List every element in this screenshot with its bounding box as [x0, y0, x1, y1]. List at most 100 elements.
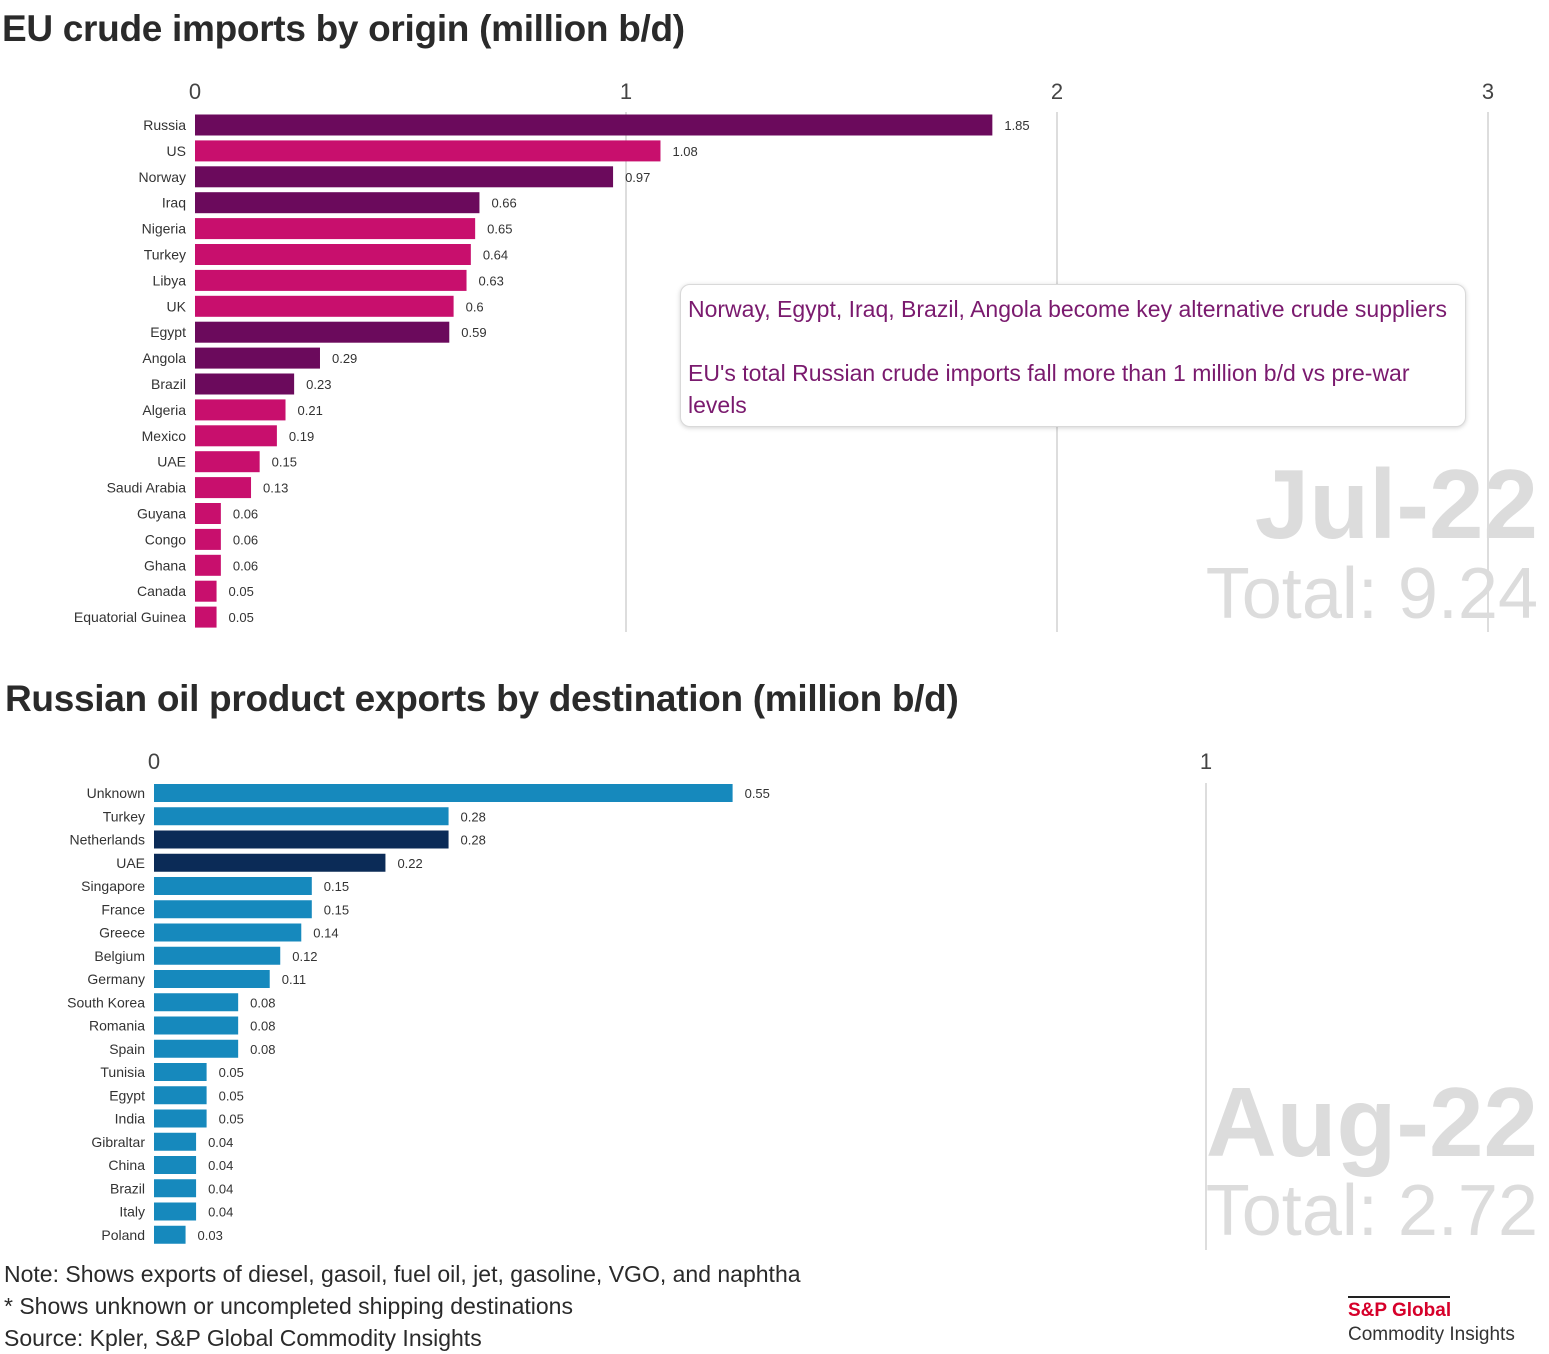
- bar: [154, 784, 733, 802]
- value-label: 0.05: [219, 1088, 244, 1103]
- bar: [154, 993, 239, 1012]
- category-label: Spain: [109, 1041, 145, 1057]
- bar: [195, 554, 221, 576]
- category-label: Turkey: [144, 247, 186, 263]
- category-label: Romania: [89, 1018, 145, 1034]
- bar: [195, 321, 450, 343]
- bar: [154, 1039, 239, 1058]
- footer-source: Source: Kpler, S&P Global Commodity Insi…: [4, 1325, 482, 1351]
- value-label: 0.19: [289, 429, 314, 444]
- bar: [195, 425, 277, 447]
- bar: [195, 269, 467, 291]
- footer-asterisk-note: * Shows unknown or uncompleted shipping …: [4, 1293, 573, 1319]
- value-label: 0.97: [625, 170, 650, 185]
- value-label: 0.06: [233, 558, 258, 573]
- category-label: Nigeria: [142, 221, 187, 237]
- x-tick-label: 2: [1051, 79, 1063, 104]
- bar: [154, 946, 281, 965]
- category-label: Algeria: [142, 402, 186, 418]
- bar: [154, 1156, 197, 1174]
- value-label: 1.08: [672, 144, 697, 159]
- value-label: 0.14: [313, 926, 338, 941]
- period-label: Aug-22: [1206, 1067, 1538, 1177]
- value-label: 0.29: [332, 351, 357, 366]
- footer-notes: Note: Shows exports of diesel, gasoil, f…: [4, 1258, 801, 1354]
- bar: [154, 923, 302, 942]
- value-label: 0.05: [229, 584, 254, 599]
- total-label: Total: 2.72: [1206, 1171, 1538, 1251]
- x-tick-label: 1: [1200, 749, 1212, 774]
- bar: [195, 399, 286, 421]
- bar: [154, 900, 312, 919]
- category-label: Poland: [101, 1227, 145, 1243]
- bar: [195, 606, 217, 628]
- bar: [154, 1202, 197, 1221]
- value-label: 0.05: [229, 610, 254, 625]
- category-label: Greece: [99, 925, 145, 941]
- category-label: US: [167, 143, 186, 159]
- annotation-line-2: EU's total Russian crude imports fall mo…: [688, 360, 1410, 418]
- value-label: 0.13: [263, 481, 288, 496]
- category-label: Gibraltar: [91, 1134, 145, 1150]
- value-label: 1.85: [1004, 118, 1029, 133]
- value-label: 0.28: [461, 833, 486, 848]
- value-label: 0.04: [208, 1158, 233, 1173]
- category-label: Ghana: [144, 557, 186, 573]
- value-label: 0.63: [479, 273, 504, 288]
- category-label: Congo: [145, 531, 186, 547]
- bar: [154, 1179, 197, 1198]
- value-label: 0.55: [745, 786, 770, 801]
- category-label: Egypt: [150, 324, 186, 340]
- value-label: 0.05: [219, 1112, 244, 1127]
- value-label: 0.08: [250, 1019, 275, 1034]
- value-label: 0.6: [466, 299, 484, 314]
- value-label: 0.04: [208, 1205, 233, 1220]
- bar: [195, 218, 476, 240]
- category-label: Iraq: [162, 195, 186, 211]
- brand-logo: S&P Global Commodity Insights: [1348, 1296, 1515, 1346]
- value-label: 0.21: [298, 403, 323, 418]
- bar: [154, 1225, 186, 1244]
- value-label: 0.15: [324, 902, 349, 917]
- category-label: Italy: [119, 1204, 145, 1220]
- bar: [195, 503, 221, 524]
- value-label: 0.04: [208, 1181, 233, 1196]
- category-label: Norway: [139, 169, 186, 185]
- x-tick-label: 3: [1482, 79, 1494, 104]
- value-label: 0.06: [233, 507, 258, 522]
- annotation-callout: Norway, Egypt, Iraq, Brazil, Angola beco…: [680, 284, 1466, 427]
- chart-title-russian-product-exports: Russian oil product exports by destinati…: [5, 678, 959, 719]
- value-label: 0.64: [483, 248, 508, 263]
- bar: [195, 347, 320, 369]
- value-label: 0.05: [219, 1065, 244, 1080]
- category-label: Libya: [153, 272, 187, 288]
- bar: [154, 877, 312, 895]
- value-label: 0.06: [233, 532, 258, 547]
- bar: [154, 1086, 207, 1105]
- bar: [195, 528, 221, 550]
- category-label: Belgium: [94, 948, 145, 964]
- bar: [195, 373, 295, 395]
- bar: [195, 580, 217, 602]
- bar: [154, 807, 449, 826]
- category-label: Egypt: [109, 1087, 145, 1103]
- category-label: Mexico: [142, 428, 187, 444]
- total-label: Total: 9.24: [1206, 554, 1538, 634]
- value-label: 0.66: [491, 196, 516, 211]
- footer-note: Note: Shows exports of diesel, gasoil, f…: [4, 1261, 801, 1287]
- bar: [154, 853, 386, 872]
- x-tick-label: 0: [148, 749, 160, 774]
- category-label: Guyana: [137, 506, 186, 522]
- brand-subtitle: Commodity Insights: [1348, 1324, 1515, 1345]
- bar: [154, 1132, 197, 1151]
- category-label: Brazil: [110, 1180, 145, 1196]
- bar: [195, 140, 661, 162]
- category-label: Netherlands: [70, 832, 146, 848]
- value-label: 0.59: [461, 325, 486, 340]
- category-label: Angola: [142, 350, 186, 366]
- bar: [195, 192, 480, 214]
- annotation-line-1: Norway, Egypt, Iraq, Brazil, Angola beco…: [688, 296, 1447, 322]
- value-label: 0.28: [461, 809, 486, 824]
- category-label: France: [101, 901, 145, 917]
